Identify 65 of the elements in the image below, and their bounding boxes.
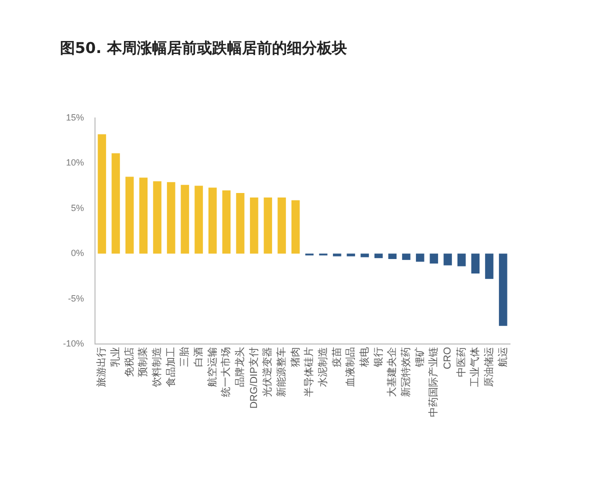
bar xyxy=(250,198,258,254)
bar xyxy=(166,182,176,254)
x-tick-label: 锂矿 xyxy=(414,347,426,368)
x-tick-label: 工业气体 xyxy=(469,347,482,387)
y-tick-label: 0% xyxy=(70,248,84,258)
x-tick-label: 饮料制造 xyxy=(151,347,164,388)
bar xyxy=(236,193,244,254)
bar xyxy=(264,198,272,254)
x-tick-label: 三胎 xyxy=(178,347,191,367)
x-tick-label: 品牌龙头 xyxy=(234,347,246,387)
y-tick-label: -5% xyxy=(68,293,84,304)
x-tick-label: 新冠特效药 xyxy=(400,347,412,397)
bar xyxy=(498,254,508,326)
bar xyxy=(222,190,231,254)
bar xyxy=(471,254,480,274)
bar xyxy=(430,254,438,264)
x-tick-label: 水泥制造 xyxy=(317,347,330,387)
x-tick-label: 食品加工 xyxy=(164,347,177,387)
x-tick-label: 血液制品 xyxy=(344,347,357,387)
bar xyxy=(98,134,106,254)
x-tick-label: 中医药 xyxy=(455,347,468,377)
bar xyxy=(346,254,356,256)
bar xyxy=(208,188,217,254)
x-tick-label: 猪肉 xyxy=(289,347,302,367)
bar xyxy=(416,254,424,262)
x-tick-label: CRO xyxy=(442,346,454,370)
bar xyxy=(457,254,466,266)
x-tick-label: 疫苗 xyxy=(330,347,343,367)
y-tick-label: -10% xyxy=(62,338,84,348)
bar xyxy=(153,181,162,254)
x-tick-label: 免税店 xyxy=(123,347,136,377)
x-tick-label: 光伏逆变器 xyxy=(262,347,274,397)
bar xyxy=(278,198,286,254)
bar xyxy=(374,254,383,258)
x-tick-label: 预制菜 xyxy=(137,347,150,377)
x-tick-label: 统一大市场 xyxy=(220,347,232,397)
x-tick-label: 大基建央企 xyxy=(386,347,398,397)
x-tick-label: 旅游出行 xyxy=(96,347,108,387)
y-tick-label: 15% xyxy=(66,112,84,122)
x-tick-label: 白酒 xyxy=(192,347,205,367)
x-tick-label: 乳业 xyxy=(110,347,122,367)
bar xyxy=(112,153,120,254)
bar xyxy=(360,254,369,258)
bar xyxy=(485,254,494,279)
x-tick-label: 核电 xyxy=(358,347,371,368)
x-tick-label: 半导体硅片 xyxy=(303,347,316,397)
bar xyxy=(194,186,203,254)
bar xyxy=(291,200,300,254)
bar xyxy=(402,254,410,260)
bar xyxy=(180,184,190,254)
y-tick-label: 10% xyxy=(66,158,84,168)
x-tick-label: 银行 xyxy=(373,347,384,368)
bar xyxy=(139,178,148,254)
x-tick-label: 航空运输 xyxy=(206,347,218,387)
x-tick-label: 原油储运 xyxy=(483,347,495,387)
x-tick-label: DRG/DIP支付 xyxy=(248,347,260,409)
x-tick-label: 航运 xyxy=(496,347,509,367)
bar xyxy=(388,254,397,260)
x-tick-label: 新能源整车 xyxy=(276,347,288,397)
bar xyxy=(444,254,452,266)
x-tick-label: 中药国际产业链 xyxy=(428,347,440,417)
bar xyxy=(332,254,342,256)
y-tick-label: 5% xyxy=(70,202,84,213)
chart-title: 图50. 本周涨幅居前或跌幅居前的细分板块 xyxy=(60,38,347,57)
bar xyxy=(125,176,134,254)
